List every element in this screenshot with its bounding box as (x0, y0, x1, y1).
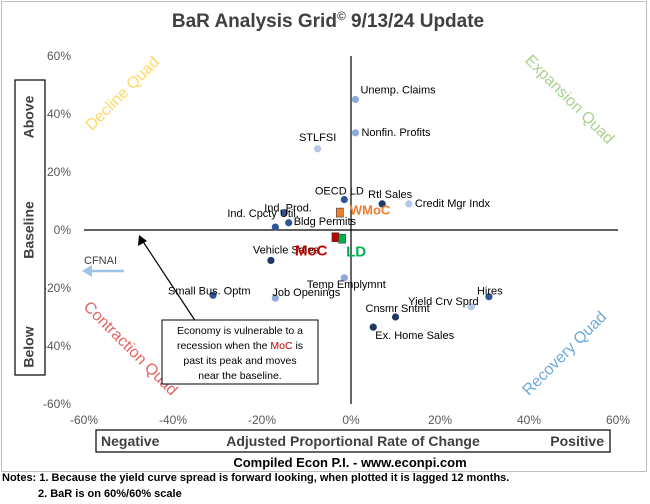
cfnai-label: CFNAI (84, 255, 117, 267)
quadrant-label: Expansion Quad (521, 52, 617, 148)
chart-frame (1, 1, 647, 472)
annotation-layer: Economy is vulnerable to a recession when… (138, 235, 319, 385)
source-credit: Compiled Econ P.I. - www.econpi.com (233, 455, 466, 470)
annotation-segment: near the baseline. (198, 370, 281, 382)
data-point (267, 256, 275, 265)
y-label-box (14, 79, 46, 376)
marker-label: MoC (295, 242, 328, 259)
annotation-box (161, 319, 319, 385)
axes-layer (84, 56, 618, 404)
annotation-arrow-shaft (141, 239, 197, 323)
point-label: Ex. Home Sales (375, 330, 454, 342)
y-label-word: Baseline (21, 201, 37, 259)
annotation-segment: Economy is vulnerable to a (177, 325, 303, 337)
data-point (271, 294, 279, 302)
x-tick-label: -60% (70, 413, 98, 427)
marker-square (336, 207, 344, 218)
marker-label: WMoC (350, 203, 391, 218)
y-label-word: Below (21, 326, 37, 367)
x-tick-label: 40% (517, 413, 541, 427)
point-label: Unemp. Claims (360, 85, 436, 97)
data-point (378, 200, 386, 208)
axis-labels-layer: 60% 40% 20% 0% -20% -40% -60% -60% -40% -20% 0% 20%… (14, 49, 630, 470)
x-tick-label: -40% (159, 413, 187, 427)
data-point (485, 293, 493, 301)
y-label-word: Above (21, 95, 37, 138)
data-point (280, 209, 288, 217)
data-point (351, 129, 360, 137)
data-point (340, 195, 348, 204)
data-point (314, 145, 322, 153)
data-point (209, 291, 217, 299)
marker-label: LD (346, 244, 366, 261)
y-tick-label: 20% (47, 165, 71, 179)
point-label: Hires (477, 286, 503, 298)
x-tick-label: 0% (342, 413, 360, 427)
x-label-box (95, 429, 611, 453)
y-tick-label: 0% (54, 223, 72, 237)
point-label: Small Bus. Optm (168, 285, 251, 297)
data-point (285, 219, 293, 227)
x-label-positive: Positive (550, 433, 604, 449)
point-label: Vehicle Sales (253, 244, 320, 256)
point-label: Credit Mgr Indx (415, 198, 491, 210)
point-label: Yield Crv Sprd (408, 296, 479, 308)
data-point (391, 313, 400, 321)
point-label: OECD LD (315, 186, 364, 198)
x-label-negative: Negative (101, 433, 160, 449)
marker-square (338, 233, 346, 244)
point-label: STLFSI (299, 132, 336, 144)
point-label: Cnsmr Sntmt (366, 303, 430, 315)
y-tick-label: -60% (43, 397, 71, 411)
data-point (351, 95, 360, 104)
annotation-segment: is (293, 340, 304, 352)
x-axis-title: Adjusted Proportional Rate of Change (226, 433, 480, 449)
data-point (271, 223, 279, 231)
y-tick-label: 40% (47, 107, 71, 121)
point-label: Rtl Sales (368, 189, 413, 201)
x-tick-label: 60% (606, 413, 630, 427)
note-line-2: 2. BaR is on 60%/60% scale (38, 488, 182, 500)
points-layer: Unemp. Claims Nonfin. Profits STLFSI OECD L… (168, 85, 503, 343)
data-point (340, 274, 348, 282)
point-label: Nonfin. Profits (361, 127, 431, 139)
point-label: Temp Emplymnt (307, 279, 386, 291)
quadrant-label: Decline Quad (83, 54, 164, 135)
y-tick-label: -40% (43, 339, 71, 353)
annotation-line: recession when the MoC is (177, 340, 303, 352)
quadrant-label: Recovery Quad (520, 309, 611, 400)
x-tick-label: -20% (248, 413, 276, 427)
annotation-segment: recession when the (177, 340, 270, 352)
annotation-line: Economy is vulnerable to a (177, 325, 303, 337)
data-point (405, 200, 413, 208)
data-point (467, 303, 475, 311)
data-point (369, 323, 377, 331)
annotation-line: past its peak and moves (183, 355, 296, 367)
note-line-1: Notes: 1. Because the yield curve spread… (2, 472, 510, 484)
y-tick-label: 60% (47, 49, 71, 63)
marker-square (331, 232, 340, 243)
point-label: Job Openings (272, 287, 340, 299)
y-tick-label: -20% (43, 281, 71, 295)
point-label: Bldg Permits (294, 216, 357, 228)
point-label: Ind. Prod. (264, 203, 312, 215)
x-tick-label: 20% (428, 413, 452, 427)
chart-title: BaR Analysis Grid© 9/13/24 Update (172, 9, 484, 32)
point-label: Ind. Cpcty Util. (227, 208, 299, 220)
annotation-segment: past its peak and moves (183, 355, 296, 367)
cfnai-arrowhead (82, 265, 92, 277)
annotation-line: near the baseline. (198, 370, 281, 382)
annotation-arrowhead (138, 235, 147, 246)
annotation-segment: MoC (270, 340, 293, 352)
